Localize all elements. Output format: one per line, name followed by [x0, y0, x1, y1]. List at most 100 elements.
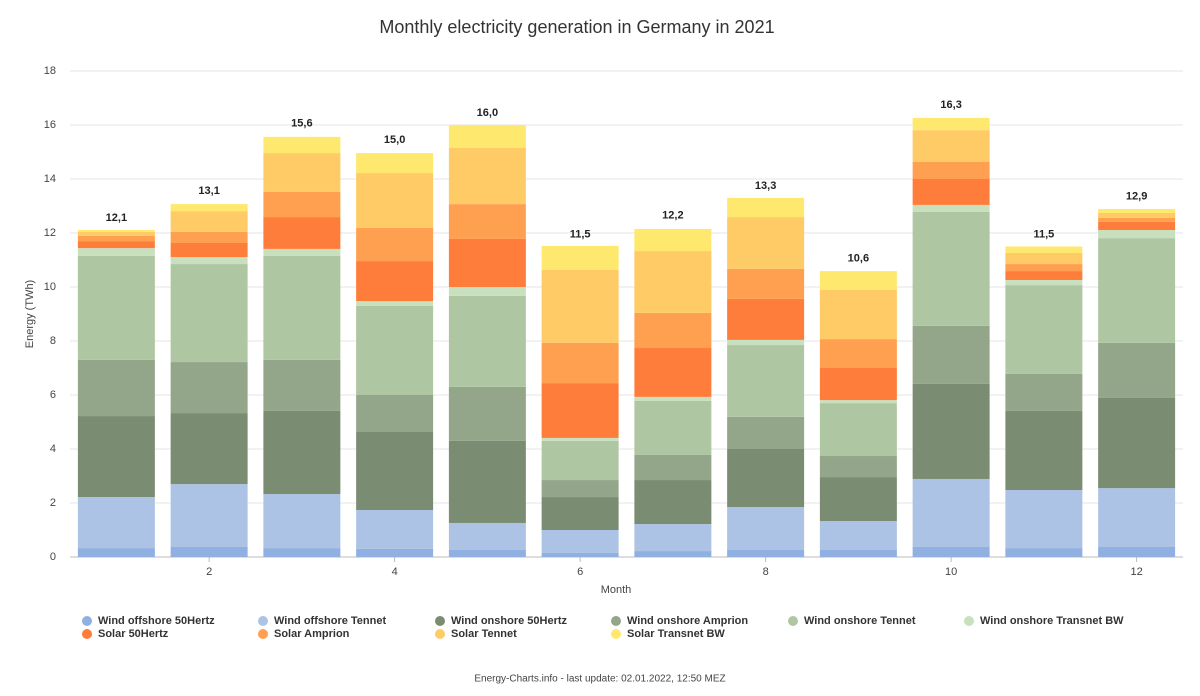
bar-segment	[727, 197, 805, 218]
bar-segment	[263, 410, 341, 495]
legend-label: Wind offshore Tennet	[274, 615, 386, 627]
footer: Energy-Charts.info - last update: 02.01.…	[474, 674, 725, 685]
bar-segment	[727, 416, 805, 449]
bar-segment	[1098, 221, 1176, 231]
bar-segment	[819, 403, 897, 457]
bar-segment	[819, 549, 897, 557]
x-tick-label: 6	[577, 566, 583, 578]
bar-segment	[727, 345, 805, 417]
x-tick-label: 8	[763, 566, 769, 578]
y-tick-label: 14	[44, 173, 56, 185]
bar-segment	[170, 484, 248, 548]
bar-segment	[634, 312, 712, 349]
legend-swatch	[788, 616, 798, 626]
legend-swatch	[82, 629, 92, 639]
bar-segment	[448, 295, 526, 387]
bar-segment	[263, 191, 341, 218]
bar-segment	[1098, 230, 1176, 239]
bar-segment	[77, 359, 155, 417]
bar-segment	[170, 413, 248, 485]
x-axis-label: Month	[601, 584, 632, 596]
bar-segment	[1098, 217, 1176, 222]
bar-segment	[541, 437, 619, 441]
bar-segment	[77, 497, 155, 549]
legend-swatch	[258, 629, 268, 639]
total-label: 12,2	[662, 210, 683, 222]
chart-title: Monthly electricity generation in German…	[379, 17, 774, 37]
bar-segment	[170, 211, 248, 232]
bar-segment	[819, 456, 897, 478]
bar-segment	[1098, 488, 1176, 548]
bar-segment	[263, 136, 341, 154]
bar-segment	[541, 245, 619, 270]
bar-segment	[448, 125, 526, 148]
bar-segment	[356, 431, 434, 511]
bar-segment	[448, 238, 526, 287]
bar-segment	[263, 548, 341, 557]
bar-segment	[819, 477, 897, 522]
legend-label: Solar 50Hertz	[98, 628, 169, 640]
total-label: 11,5	[570, 228, 591, 240]
y-tick-label: 2	[50, 497, 56, 509]
bar-segment	[1005, 285, 1083, 374]
bar-segment	[77, 241, 155, 249]
bar-segment	[634, 400, 712, 455]
bar-segment	[541, 552, 619, 557]
total-label: 16,3	[940, 99, 961, 111]
bar-segment	[170, 204, 248, 212]
bar-segment	[77, 548, 155, 557]
bar-segment	[170, 547, 248, 557]
bar-segment	[727, 268, 805, 299]
bar-segment	[634, 348, 712, 397]
y-tick-label: 12	[44, 227, 56, 239]
bar-segment	[77, 231, 155, 236]
bar-segment	[541, 269, 619, 343]
bar-segment	[634, 551, 712, 557]
bar-segment	[912, 325, 990, 384]
legend-swatch	[435, 629, 445, 639]
bar-segment	[1005, 271, 1083, 280]
legend-label: Wind onshore Transnet BW	[980, 615, 1124, 627]
bar-segment	[170, 257, 248, 265]
legend-label: Wind onshore Tennet	[804, 615, 916, 627]
bar-segment	[727, 339, 805, 346]
bar-segment	[263, 494, 341, 549]
y-tick-label: 18	[44, 65, 56, 77]
bar-segment	[170, 362, 248, 414]
bar-segment	[356, 227, 434, 262]
bar-segment	[1005, 279, 1083, 286]
legend-label: Wind onshore 50Hertz	[451, 615, 568, 627]
bar-segment	[727, 217, 805, 269]
bar-segment	[1005, 373, 1083, 411]
bar-segment	[77, 416, 155, 498]
bar-segment	[541, 383, 619, 438]
legend-label: Solar Tennet	[451, 628, 517, 640]
total-label: 15,6	[291, 118, 312, 130]
bar-segment	[912, 383, 990, 479]
bar-segment	[448, 147, 526, 205]
bar-segment	[912, 478, 990, 548]
bar-segment	[1098, 547, 1176, 557]
bar-segment	[541, 342, 619, 384]
bar-segment	[170, 242, 248, 258]
bar-segment	[1005, 264, 1083, 272]
y-tick-label: 8	[50, 335, 56, 347]
bar-segment	[912, 130, 990, 162]
bar-segment	[634, 396, 712, 401]
bar-segment	[1098, 238, 1176, 343]
bar-segment	[727, 449, 805, 508]
bar-segment	[819, 521, 897, 550]
y-tick-label: 16	[44, 119, 56, 131]
bar-segment	[727, 549, 805, 557]
bar-segment	[77, 230, 155, 232]
legend-swatch	[82, 616, 92, 626]
bar-segment	[1005, 490, 1083, 549]
bar-segment	[1005, 548, 1083, 557]
x-tick-label: 10	[945, 566, 957, 578]
bar-segment	[448, 522, 526, 550]
bar-segment	[634, 454, 712, 481]
bar-segment	[356, 301, 434, 306]
bar-segment	[912, 204, 990, 212]
bar-segment	[634, 480, 712, 525]
bar-segment	[541, 440, 619, 481]
